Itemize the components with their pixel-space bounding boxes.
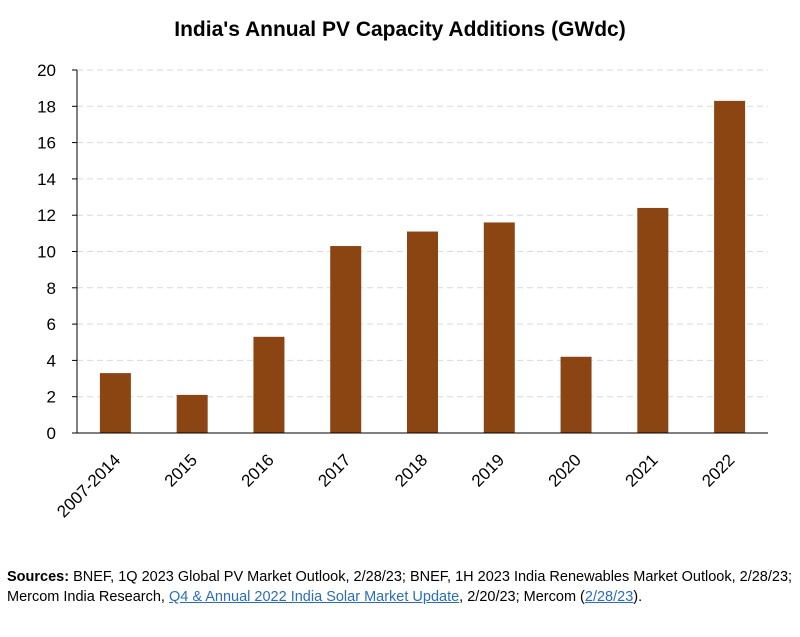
mercom-report-link[interactable]: Q4 & Annual 2022 India Solar Market Upda…: [168, 589, 460, 605]
x-tick-label: 2022: [698, 450, 738, 490]
x-tick-label: 2021: [621, 450, 661, 490]
x-tick-label: 2017: [314, 450, 354, 490]
y-tick-label: 4: [47, 351, 56, 370]
chart-title: India's Annual PV Capacity Additions (GW…: [174, 18, 626, 41]
y-tick-label: 12: [37, 206, 56, 225]
y-tick-label: 2: [47, 388, 56, 407]
sources-text-2: , 2/20/23; Mercom (: [459, 589, 585, 605]
y-tick-label: 20: [37, 61, 56, 80]
y-tick-label: 14: [37, 170, 56, 189]
x-tick-label: 2020: [545, 450, 585, 490]
bar: [560, 356, 592, 433]
bar: [253, 336, 285, 433]
y-tick-label: 10: [37, 243, 56, 262]
bar: [714, 100, 746, 433]
bar: [407, 231, 438, 433]
tick-labels: 0 2 4 6 8 10 12 14 16 18 20 2007-2014 2015 2016 2017 20…: [37, 61, 738, 521]
x-tick-label: 2007-2014: [53, 450, 124, 521]
bar: [176, 394, 208, 433]
bar: [330, 246, 362, 433]
x-tick-label: 2018: [391, 450, 431, 490]
y-tick-label: 18: [37, 97, 56, 116]
x-tick-label: 2016: [238, 450, 278, 490]
bar: [637, 207, 669, 433]
sources-label: Sources:: [7, 569, 70, 585]
sources-text-3: ).: [633, 589, 643, 605]
x-tick-label: 2019: [468, 450, 508, 490]
sources-text-1: BNEF, 1Q 2023 Global PV Market Outlook, …: [7, 569, 793, 605]
bars: [99, 100, 746, 433]
y-tick-label: 6: [47, 315, 56, 334]
axes: [72, 69, 768, 434]
y-tick-label: 8: [47, 279, 56, 298]
bar-chart: 0 2 4 6 8 10 12 14 16 18 20 2007-2014 2015 2016 2017 20…: [37, 61, 768, 521]
mercom-date-link[interactable]: 2/28/23: [584, 589, 634, 605]
x-tick-label: 2015: [161, 450, 201, 490]
y-tick-label: 0: [47, 424, 56, 443]
y-tick-label: 16: [37, 134, 56, 153]
sources-note: Sources: BNEF, 1Q 2023 Global PV Market …: [7, 567, 797, 607]
bar: [483, 222, 515, 433]
bar: [99, 373, 131, 433]
